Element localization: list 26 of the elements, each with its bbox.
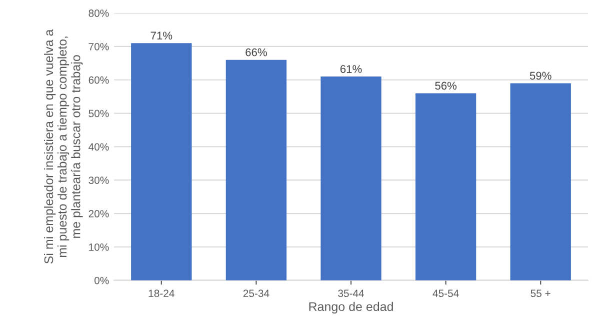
x-axis-title: Rango de edad — [309, 302, 393, 314]
bar — [131, 43, 192, 280]
y-tick-label: 70% — [88, 42, 109, 50]
x-tick-label: 55 + — [530, 290, 550, 298]
data-label: 59% — [530, 72, 552, 80]
y-tick-label: 10% — [89, 243, 109, 251]
bar — [510, 83, 571, 280]
y-tick-label: 0% — [94, 276, 109, 284]
y-tick-label: 80% — [88, 10, 109, 17]
data-label: 56% — [435, 82, 457, 90]
bar — [320, 76, 382, 280]
data-label: 61% — [340, 65, 362, 73]
y-tick-label: 50% — [88, 110, 109, 118]
y-tick-label: 30% — [88, 176, 109, 184]
x-tick-label: 45-54 — [432, 290, 459, 298]
y-axis-title: Si mi empleador insistiera en que vuelva a mi puesto de trabajo a tiempo completo, me plantearía buscar otro trabajo — [44, 29, 83, 264]
y-tick-label: 60% — [88, 76, 109, 84]
x-tick-label: 18-24 — [148, 290, 174, 298]
x-tick-label: 25-34 — [243, 290, 270, 298]
y-tick-label: 20% — [88, 210, 109, 218]
data-label: 66% — [246, 48, 267, 56]
x-tick-label: 35-44 — [338, 290, 364, 298]
data-label: 71% — [150, 32, 172, 40]
bar — [415, 93, 476, 280]
y-tick-label: 40% — [88, 143, 109, 151]
bar — [226, 60, 287, 280]
